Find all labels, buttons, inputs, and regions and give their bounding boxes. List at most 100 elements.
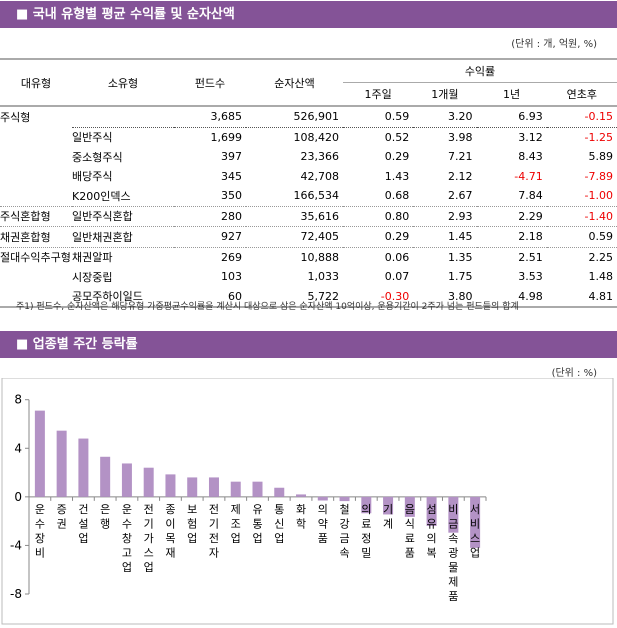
- table-row: 시장중립 103 1,033 0.07 1.75 3.53 1.48: [0, 267, 617, 287]
- cell-ytd: -7.89: [584, 169, 613, 183]
- cell-large: 주식형: [0, 111, 31, 124]
- cell-funds: 345: [221, 169, 242, 183]
- cell-funds: 397: [221, 150, 242, 164]
- y-tick-label: 8: [14, 393, 22, 407]
- cell-large: 주식혼합형: [0, 210, 51, 224]
- table-row: 채권혼합형 일반채권혼합 927 72,405 0.29 1.45 2.18 0.59: [0, 226, 617, 248]
- col-returns: 수익률: [343, 59, 617, 83]
- cell-w1: 0.07: [384, 270, 410, 284]
- table-row: K200인덱스 350 166,534 0.68 2.67 7.84 -1.00: [0, 186, 617, 206]
- cell-y1: 2.51: [518, 250, 543, 264]
- cell-ytd: 0.59: [588, 230, 614, 244]
- table-row: 일반주식 1,699 108,420 0.52 3.98 3.12 -1.25: [0, 126, 617, 147]
- col-funds: 펀드수: [194, 76, 226, 90]
- cell-y1: 4.98: [518, 289, 543, 303]
- bar: [143, 467, 154, 497]
- bar: [361, 496, 372, 514]
- unit-label: (단위 : 개, 억원, %): [511, 39, 597, 50]
- bar: [426, 496, 437, 526]
- col-assets: 순자산액: [274, 76, 315, 90]
- cell-y1: 6.93: [518, 110, 543, 124]
- bar: [100, 456, 111, 497]
- cell-small: 일반채권혼합: [72, 230, 133, 244]
- footnote: 주1) 펀드수, 순자산액은 해당유형 가중평균수익률을 계산시 대상으로 삼은…: [16, 302, 519, 312]
- cell-ytd: 4.81: [588, 289, 614, 303]
- table-row: 배당주식 345 42,708 1.43 2.12 -4.71 -7.89: [0, 167, 617, 187]
- cell-funds: 280: [221, 209, 242, 223]
- bar: [317, 496, 328, 501]
- cell-funds: 927: [221, 230, 242, 244]
- cell-ytd: -0.15: [584, 110, 613, 124]
- table-row: 공모주하이일드 60 5,722 -0.30 3.80 4.98 4.81: [0, 287, 617, 308]
- table-row: 절대수익추구형 채권알파 269 10,888 0.06 1.35 2.51 2.25: [0, 247, 617, 267]
- cell-small: 채권알파: [72, 251, 113, 265]
- bar: [230, 481, 241, 497]
- bar: [187, 477, 198, 497]
- bar: [78, 438, 89, 497]
- col-large: 대유형: [20, 76, 52, 90]
- cell-assets: 5,722: [307, 289, 340, 303]
- cell-assets: 72,405: [300, 230, 340, 244]
- col-1w: 1주일: [364, 88, 392, 101]
- cell-m1: 3.20: [448, 110, 473, 124]
- table-row: 주식혼합형 일반주식혼합 280 35,616 0.80 2.93 2.29 -1.40: [0, 206, 617, 227]
- bar: [165, 474, 176, 497]
- cell-w1: 0.06: [384, 250, 410, 264]
- bar: [339, 496, 350, 502]
- cell-y1: 2.29: [518, 209, 543, 223]
- cell-small: K200인덱스: [72, 189, 131, 203]
- cell-assets: 35,616: [300, 209, 340, 223]
- cell-w1: 1.43: [384, 169, 410, 183]
- bar: [252, 481, 263, 497]
- cell-y1: 3.12: [476, 126, 547, 147]
- cell-m1: 2.12: [448, 169, 473, 183]
- cell-w1: 0.59: [384, 110, 410, 124]
- cell-funds: 269: [221, 250, 242, 264]
- cell-large: [0, 127, 72, 147]
- cell-funds: 350: [221, 189, 242, 203]
- cell-small: [72, 106, 174, 127]
- cell-assets: 526,901: [293, 110, 340, 124]
- table-row: 주식형 3,685 526,901 0.59 3.20 6.93 -0.15: [0, 106, 617, 127]
- cell-small: 중소형주식: [72, 150, 123, 164]
- cell-small: 일반주식: [72, 126, 174, 147]
- cell-assets: 42,708: [300, 169, 340, 183]
- cell-ytd: -1.40: [584, 209, 613, 223]
- bar: [448, 496, 459, 533]
- col-ytd: 연초후: [566, 88, 598, 101]
- fund-returns-table: 대유형 소유형 펀드수 순자산액 수익률 1주일 1개월 1년 연초후 주식형 3…: [0, 58, 617, 308]
- cell-ytd: -1.00: [584, 189, 613, 203]
- cell-w1: 0.80: [384, 209, 410, 223]
- cell-large: [0, 267, 72, 287]
- bar: [34, 410, 45, 497]
- col-1y: 1년: [503, 88, 521, 101]
- bar: [121, 463, 132, 497]
- cell-funds: 103: [221, 270, 242, 284]
- cell-small: 일반주식혼합: [72, 210, 133, 224]
- table-row: 중소형주식 397 23,366 0.29 7.21 8.43 5.89: [0, 147, 617, 167]
- bar: [296, 494, 307, 497]
- cell-y1: 3.53: [518, 270, 543, 284]
- cell-small: 시장중립: [72, 270, 113, 284]
- cell-y1: 2.18: [518, 230, 543, 244]
- cell-w1: 0.52: [343, 126, 414, 147]
- cell-ytd: 1.48: [588, 270, 614, 284]
- bar: [470, 496, 481, 548]
- cell-funds: 1,699: [174, 126, 246, 147]
- cell-m1: 7.21: [448, 150, 473, 164]
- cell-assets: 166,534: [293, 189, 340, 203]
- cell-small: 공모주하이일드: [72, 290, 143, 304]
- y-tick-label: -4: [10, 538, 22, 552]
